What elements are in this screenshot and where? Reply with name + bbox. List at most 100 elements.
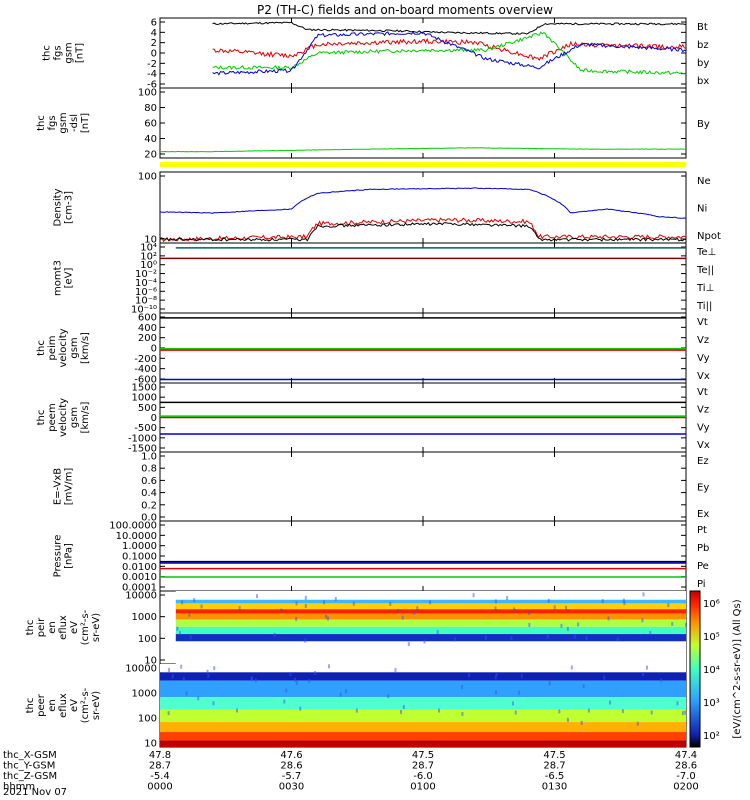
spectrogram-speck [495, 690, 498, 695]
panel-frame [159, 520, 687, 592]
ylabel-line: en [47, 699, 58, 712]
spectrogram-speck [289, 672, 292, 677]
spectrogram-speck [676, 701, 679, 706]
spectrogram-speck [580, 720, 583, 725]
ylabel-line: peer [36, 693, 47, 717]
spectrogram-band [175, 609, 686, 614]
spectrogram-speck [322, 600, 325, 605]
legend-peem-0: Vt [697, 387, 708, 398]
spectrogram-speck [308, 679, 311, 684]
spectrogram-band [175, 626, 686, 635]
panel-efield: 1.00.80.60.40.2 0.0 E=-VxB [mV/m] Ez Ey Ex [53, 451, 709, 524]
legend-peim-0: Vt [697, 317, 708, 328]
ylabel-line: sr-eV) [91, 613, 102, 642]
spectrogram-speck [295, 680, 298, 685]
series-Bt [212, 21, 687, 35]
ytick-label: 10 [144, 739, 157, 750]
spectrogram-speck [681, 711, 684, 716]
ytick-label: 200 [138, 333, 157, 344]
ylabel-line: [mV/m] [64, 468, 75, 506]
ylabel-line: fgs [47, 115, 58, 130]
legend-peim-2: Vy [697, 353, 710, 364]
ytick-label: 100 [138, 634, 157, 645]
spectrogram-speck [389, 601, 392, 606]
spectrogram-speck [178, 631, 181, 636]
ytick-label: 4 [151, 28, 157, 39]
legend-fgs-0: Bt [697, 22, 708, 33]
spectrogram-speck [494, 675, 497, 680]
spectrogram-speck [401, 615, 404, 620]
ylabel-line: peem [47, 403, 58, 431]
legend-peem-2: Vy [697, 422, 710, 433]
spectrogram-peer [160, 664, 687, 747]
ytick-label: 60 [144, 119, 157, 130]
spectrogram-band [160, 740, 686, 747]
spectrogram-speck [587, 708, 590, 713]
ytick-label: 10⁻¹⁰ [131, 305, 157, 316]
ytick-label: 0.6 [141, 476, 157, 487]
footer-label: thc_X-GSM [3, 750, 57, 761]
footer-value: -7.0 [676, 771, 696, 782]
footer-value: -5.7 [282, 771, 302, 782]
ylabel-line: thc [25, 698, 36, 714]
legend-pressure-3: Pi [697, 579, 706, 590]
spectrogram-speck [622, 598, 625, 603]
ytick-label: 600 [138, 313, 157, 324]
spectrogram-speck [494, 606, 497, 611]
ytick-label: -400 [134, 364, 157, 375]
spectrogram-speck [189, 635, 192, 640]
spectrogram-speck [176, 626, 179, 631]
legend-density-0: Ne [697, 176, 711, 187]
footer-label: hhmm [3, 782, 35, 793]
footer-value: -5.4 [150, 771, 170, 782]
ytick-label: 0.0001 [122, 583, 157, 594]
spectrogram-speck [339, 692, 342, 697]
ytick-label: 1000 [132, 612, 157, 623]
ytick-label: 0.1000 [122, 552, 157, 563]
footer-value: 47.4 [675, 750, 697, 761]
legend-density-1: Ni [697, 204, 707, 215]
ylabel-line: -dsl [69, 114, 80, 132]
footer-value: 47.8 [149, 750, 171, 761]
spectrogram-speck [355, 708, 358, 713]
panel-pressure: 100.000010.00001.00000.10000.01000.00100… [53, 520, 709, 594]
ylabel-line: sr-eV) [91, 691, 102, 720]
spectrogram-speck [188, 612, 191, 617]
ylabel-line: fgs [53, 45, 64, 60]
footer-ephemeris: thc_X-GSM 47.8 47.6 47.5 47.5 47.4 thc_Y-GSM 28… [3, 750, 699, 798]
spectrogram-speck [256, 594, 259, 599]
chart-title: P2 (TH-C) fields and on-board moments ov… [257, 3, 553, 17]
legend-pressure-0: Pt [697, 525, 707, 536]
legend-peem-1: Vz [697, 405, 709, 416]
spectrogram-speck [468, 673, 471, 678]
footer-value: 0100 [410, 782, 435, 793]
spectrogram-speck [407, 641, 410, 646]
ytick-label: 0 [151, 413, 157, 424]
ytick-label: 400 [138, 323, 157, 334]
spectrogram-speck [207, 673, 210, 678]
ytick-label: 500 [138, 403, 157, 414]
spectrogram-speck [167, 711, 170, 716]
ytick-label: 20 [144, 150, 157, 161]
spectrogram-band [175, 613, 686, 620]
spectrogram-speck [510, 636, 513, 641]
ytick-label: 0 [151, 344, 157, 355]
legend-peem-3: Vx [697, 440, 710, 451]
ytick-label: 10 [144, 235, 157, 246]
spectrogram-speck [423, 639, 426, 644]
spectrogram-speck [506, 596, 509, 601]
colorbar: 10⁶ 10⁵ 10⁴ 10³ 10² [eV/(cm^2-s-sr-eV)] (All … [689, 590, 743, 748]
spectrogram-speck [548, 681, 551, 686]
footer-value: 47.5 [412, 750, 434, 761]
spectrogram-speck [684, 710, 687, 715]
spectrogram-speck [236, 708, 239, 713]
footer-value: 0130 [542, 782, 567, 793]
ylabel-line: (cm²-s- [80, 687, 91, 723]
legend-pressure-1: Pb [697, 543, 709, 554]
spectrogram-speck [344, 689, 347, 694]
ytick-label: 10⁻⁴ [135, 278, 157, 289]
spectrogram-speck [352, 601, 355, 606]
ytick-label: 0.0100 [122, 562, 157, 573]
